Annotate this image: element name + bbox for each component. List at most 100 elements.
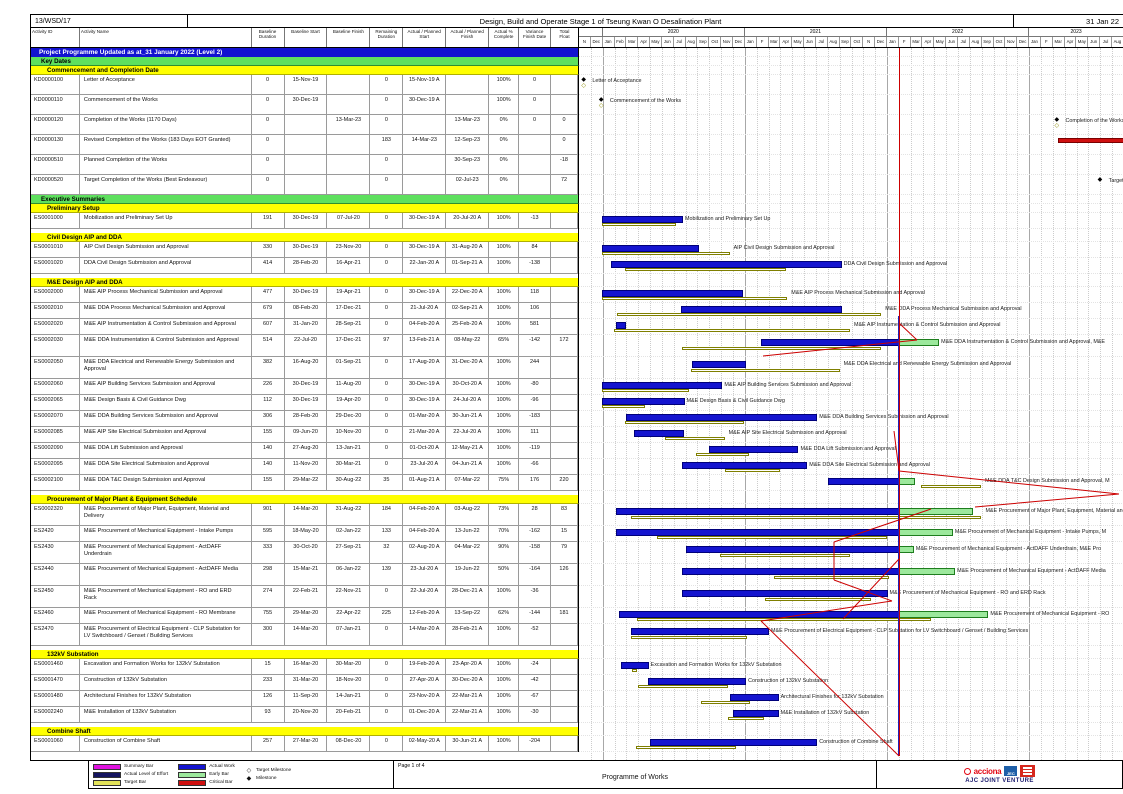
value-cell: 30-Dec-19 A xyxy=(403,242,447,258)
value-cell: 19-Apr-20 xyxy=(327,395,371,411)
value-cell: 330 xyxy=(251,242,285,258)
value-cell: 11-Sep-20 xyxy=(284,691,328,707)
legend-label: Critical Bar xyxy=(209,780,233,785)
value-cell: 12-May-21 A xyxy=(446,443,490,459)
legend-label: Target Bar xyxy=(124,780,147,785)
activity-name-cell: Mobilization and Preliminary Set Up xyxy=(79,213,252,229)
table-row: ES0002095 M&E DDA Site Electrical Submiss… xyxy=(31,459,1123,475)
section-band: Key Dates xyxy=(31,57,1123,66)
value-cell: 100% xyxy=(489,659,520,675)
value-cell: 20-Feb-21 xyxy=(327,707,371,723)
value-cell: 0 xyxy=(519,95,552,115)
value-cell xyxy=(551,624,578,646)
activity-id-cell: ES0002000 xyxy=(31,287,80,303)
value-cell: 19-Apr-21 xyxy=(327,287,371,303)
month-label: Nov xyxy=(721,37,733,47)
value-cell: 14-Jan-21 xyxy=(327,691,371,707)
value-cell: 14-Mar-23 xyxy=(403,135,447,155)
activity-id-cell: ES0002020 xyxy=(31,319,80,335)
target-bar xyxy=(614,329,850,332)
month-label: Sep xyxy=(982,37,994,47)
month-label: Dec xyxy=(591,37,603,47)
value-cell: 0 xyxy=(370,624,404,646)
table-row: ES0002060 M&E AIP Building Services Submi… xyxy=(31,379,1123,395)
value-cell: 0 xyxy=(370,411,404,427)
gantt-bar-label: M&E Procurement of Mechanical Equipment … xyxy=(990,611,1110,617)
actual-bar xyxy=(682,462,808,469)
value-cell: 01-Aug-21 A xyxy=(403,475,447,491)
value-cell: 100% xyxy=(489,242,520,258)
value-cell: 30-Dec-19 xyxy=(284,213,328,229)
value-cell xyxy=(551,691,578,707)
activity-id-cell: ES0001060 xyxy=(31,736,80,752)
value-cell: 100% xyxy=(489,736,520,752)
activity-id-cell: ES0002050 xyxy=(31,357,80,379)
value-cell: 28-Feb-21 A xyxy=(446,624,490,646)
legend-label: Milestone xyxy=(255,776,277,781)
value-cell: 14-Mar-20 xyxy=(284,504,328,526)
target-swatch xyxy=(93,779,121,786)
value-cell: 15 xyxy=(551,526,578,542)
column-header: Variance Finish Date xyxy=(519,28,552,47)
legend-item: Target Bar xyxy=(93,779,168,786)
value-cell: 21-Jul-20 A xyxy=(403,303,447,319)
activity-name-cell: Construction of 132kV Substation xyxy=(79,675,252,691)
value-cell xyxy=(327,95,371,115)
value-cell: 139 xyxy=(370,564,404,586)
value-cell: -158 xyxy=(519,542,552,564)
table-row: ES0002065 M&E Design Basis & Civil Guidan… xyxy=(31,395,1123,411)
timeline-header: 2020 2021 2022 2023 N Dec Jan Feb Mar Apr May Jun J… xyxy=(579,28,1123,47)
value-cell xyxy=(551,242,578,258)
value-cell: 595 xyxy=(251,526,285,542)
year-label: 2021 xyxy=(745,28,888,36)
value-cell: 126 xyxy=(251,691,285,707)
value-cell: 90% xyxy=(489,542,520,564)
value-cell: 30-Dec-19 xyxy=(284,287,328,303)
value-cell: 19-Jun-22 xyxy=(446,564,490,586)
activity-name-cell: M&E Procurement of Mechanical Equipment … xyxy=(79,608,252,624)
footer-center: Page 1 of 4 Programme of Works xyxy=(393,760,877,789)
value-cell: 100% xyxy=(489,586,520,608)
value-cell xyxy=(284,175,328,195)
gantt-bar-label: M&E Procurement of Major Plant, Equipmen… xyxy=(985,508,1123,514)
value-cell: 514 xyxy=(251,335,285,357)
gantt-bar-label: M&E DDA Electrical and Renewable Energy … xyxy=(843,361,1012,367)
actual-bar xyxy=(681,306,843,313)
value-cell: -52 xyxy=(519,624,552,646)
month-label: Sep xyxy=(697,37,710,47)
value-cell: 100% xyxy=(489,675,520,691)
gantt-bar-label: M&E AIP Process Mechanical Submission an… xyxy=(791,290,925,296)
target-bar xyxy=(656,536,888,539)
month-label: Oct xyxy=(709,37,722,47)
value-cell: 27-Sep-21 xyxy=(327,542,371,564)
column-header: Total Float xyxy=(559,29,570,40)
value-cell: 0 xyxy=(370,303,404,319)
value-cell: 22-Mar-21 A xyxy=(446,707,490,723)
section-band-label: Procurement of Major Plant & Equipment S… xyxy=(47,496,197,503)
table-row: ES0002100 M&E DDA T&C Design Submission a… xyxy=(31,475,1123,491)
table-row: ES0002320 M&E Procurement of Major Plant,… xyxy=(31,504,1123,526)
column-header: Baseline Duration xyxy=(252,28,285,47)
value-cell xyxy=(551,707,578,723)
value-cell: 0 xyxy=(519,75,552,95)
column-header: Remaining Duration xyxy=(370,28,404,47)
value-cell: 18-Nov-20 xyxy=(327,675,371,691)
value-cell: 14-Mar-20 xyxy=(284,624,328,646)
table-row: ES0001470 Construction of 132kV Substatio… xyxy=(31,675,1123,691)
value-cell: 0 xyxy=(251,135,285,155)
target-bar xyxy=(728,717,764,720)
value-cell xyxy=(551,675,578,691)
value-cell: 0 xyxy=(370,287,404,303)
target-milestone-icon: ◇ xyxy=(246,767,252,774)
value-cell: 28-Sep-21 xyxy=(327,319,371,335)
value-cell: 306 xyxy=(251,411,285,427)
value-cell: 23-Nov-20 A xyxy=(403,691,447,707)
column-header: Activity Name xyxy=(80,28,252,47)
value-cell: 140 xyxy=(251,443,285,459)
gantt-bar-label: M&E Procurement of Mechanical Equipment … xyxy=(889,590,1046,596)
value-cell: 01-Mar-20 A xyxy=(403,411,447,427)
target-bar xyxy=(637,618,931,621)
value-cell: 31-Aug-20 A xyxy=(446,242,490,258)
value-cell: 28-Feb-20 xyxy=(284,411,328,427)
legend-item: Critical Bar xyxy=(178,779,235,786)
